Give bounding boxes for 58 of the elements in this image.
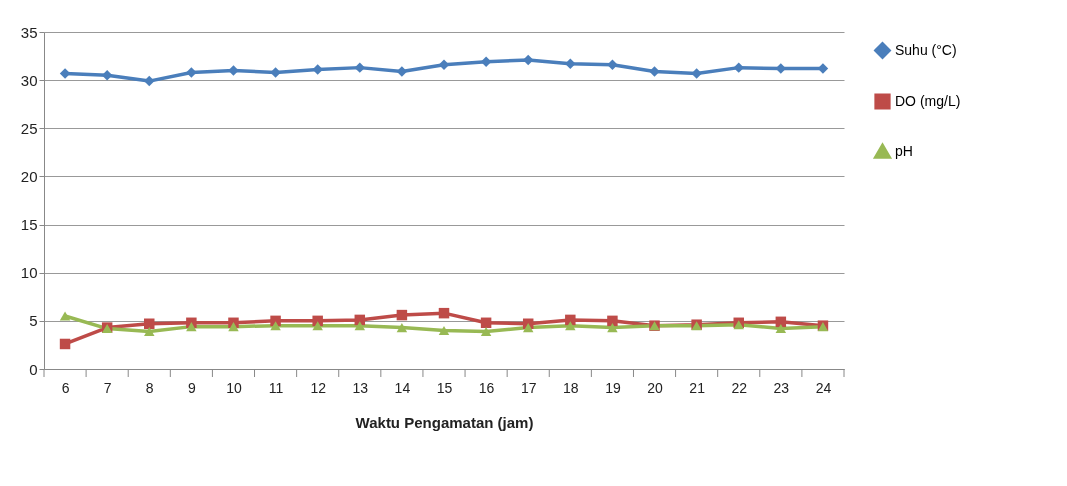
point (607, 323, 618, 333)
point (59, 311, 71, 321)
x-tick-label: 8 (145, 379, 154, 396)
point (438, 307, 450, 319)
legend-label: Suhu (°C) (895, 41, 957, 58)
point (480, 326, 492, 336)
x-tick-label: 11 (268, 379, 284, 396)
y-tick-label: 5 (29, 312, 38, 330)
y-tick-label: 15 (20, 216, 38, 234)
x-tick-label: 16 (478, 379, 495, 396)
x-tick-label: 21 (689, 379, 706, 396)
point (522, 323, 534, 333)
point (649, 66, 660, 77)
x-tick-label: 22 (731, 379, 748, 396)
point (312, 321, 323, 331)
x-tick-label: 13 (352, 379, 369, 396)
y-tick-label: 30 (20, 71, 38, 89)
point (607, 315, 618, 327)
point (565, 314, 576, 326)
point (565, 321, 576, 331)
x-tick-label: 20 (647, 379, 664, 396)
y-tick-label: 0 (29, 360, 38, 378)
point (270, 321, 281, 331)
point (607, 59, 618, 70)
point (438, 325, 450, 336)
x-tick-label: 18 (563, 379, 579, 396)
point (396, 309, 408, 321)
x-tick-label: 9 (187, 379, 196, 396)
point (144, 318, 155, 329)
x-tick-label: 15 (436, 379, 453, 396)
point (733, 62, 744, 73)
point (565, 58, 576, 70)
legend-label: DO (mg/L) (895, 92, 961, 109)
point (396, 66, 408, 77)
point (59, 338, 71, 350)
point (228, 322, 239, 332)
x-tick-label: 7 (103, 379, 112, 396)
x-tick-label: 17 (520, 379, 537, 396)
point (186, 322, 197, 332)
y-tick-label: 20 (20, 167, 38, 185)
x-tick-label: 23 (773, 379, 790, 396)
y-tick-label: 10 (20, 264, 38, 282)
x-tick-label: 6 (61, 379, 70, 396)
point (354, 321, 366, 331)
x-tick-label: 10 (226, 379, 242, 396)
x-tick-label: 12 (310, 379, 327, 396)
point (775, 324, 787, 334)
point (144, 326, 155, 336)
point (396, 323, 408, 333)
x-axis-title: Waktu Pengamatan (jam) (355, 413, 534, 431)
point (480, 317, 492, 329)
x-tick-label: 14 (394, 379, 411, 396)
x-tick-label: 19 (605, 379, 621, 396)
y-tick-label: 25 (20, 119, 38, 137)
y-tick-label: 35 (20, 23, 38, 41)
legend-label: pH (895, 142, 913, 159)
x-tick-label: 24 (815, 379, 832, 396)
point (144, 75, 155, 87)
